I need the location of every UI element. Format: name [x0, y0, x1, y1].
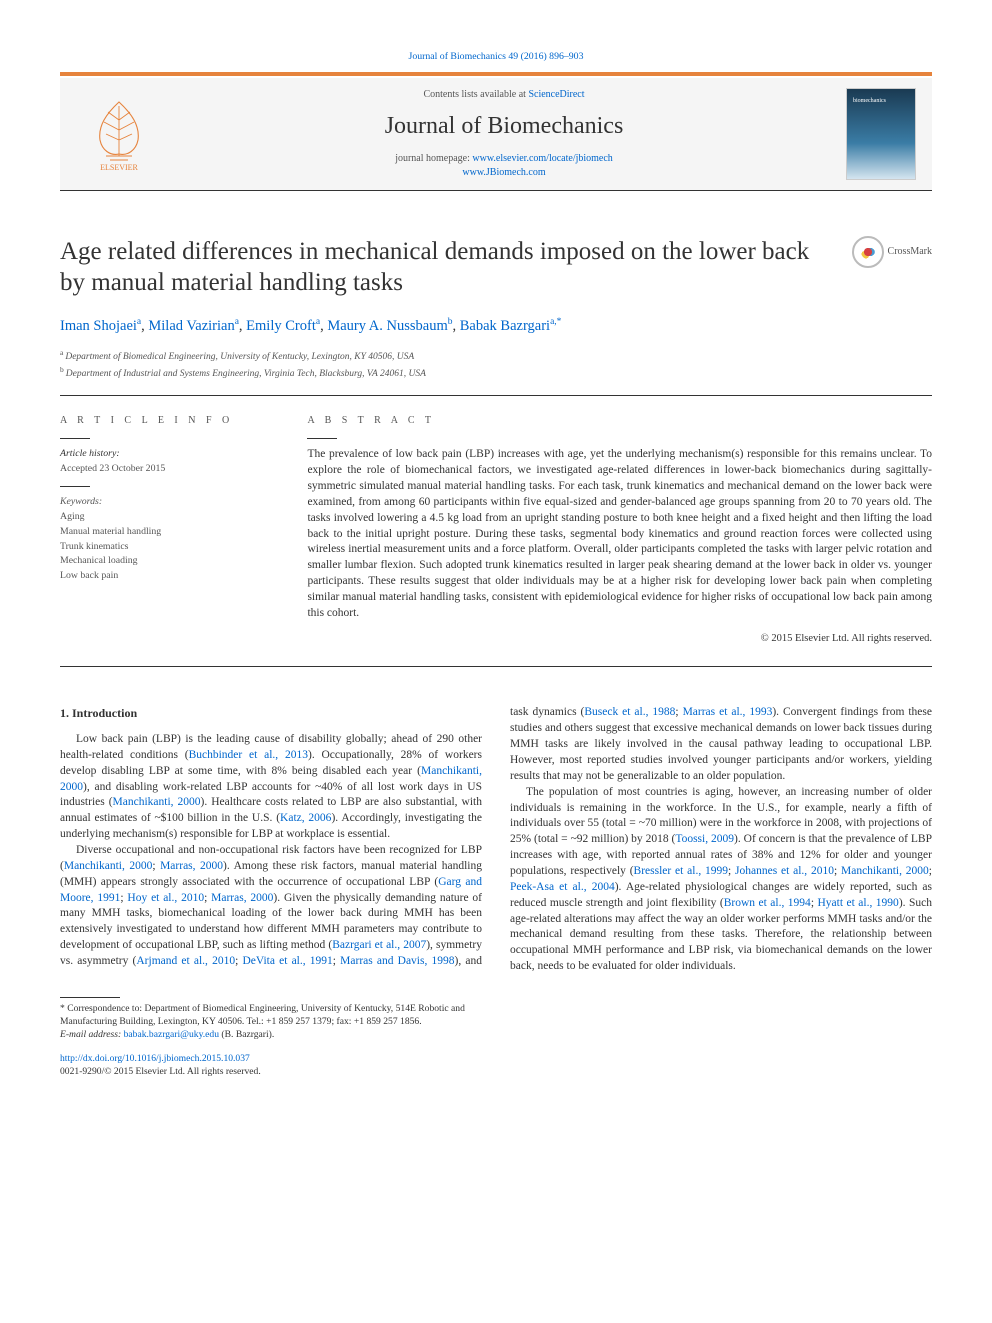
affiliation-b: Department of Industrial and Systems Eng… — [66, 369, 426, 379]
body-two-column: 1. Introduction Low back pain (LBP) is t… — [60, 705, 932, 975]
journal-cover-thumbnail — [846, 88, 916, 180]
ref-link[interactable]: Hyatt et al., 1990 — [817, 897, 898, 909]
section-1-heading: 1. Introduction — [60, 705, 482, 722]
author-1[interactable]: Iman Shojaei — [60, 318, 137, 334]
homepage-link-1[interactable]: www.elsevier.com/locate/jbiomech — [472, 153, 612, 164]
ref-link[interactable]: Marras, 2000 — [160, 860, 223, 872]
crossmark-icon — [852, 236, 884, 268]
journal-name: Journal of Biomechanics — [162, 110, 846, 144]
ref-link[interactable]: Johannes et al., 2010 — [735, 865, 834, 877]
keyword: Mechanical loading — [60, 554, 279, 569]
abstract-copyright: © 2015 Elsevier Ltd. All rights reserved… — [307, 632, 932, 647]
homepage-link-2[interactable]: www.JBiomech.com — [462, 167, 545, 178]
crossmark-label: CrossMark — [888, 245, 932, 259]
email-link[interactable]: babak.bazrgari@uky.edu — [124, 1029, 219, 1040]
short-rule-3 — [307, 438, 337, 439]
ref-link[interactable]: Brown et al., 1994 — [724, 897, 811, 909]
article-info-heading: A R T I C L E I N F O — [60, 414, 279, 428]
svg-text:ELSEVIER: ELSEVIER — [100, 163, 138, 172]
homepage-line: journal homepage: www.elsevier.com/locat… — [162, 152, 846, 180]
email-line: E-mail address: babak.bazrgari@uky.edu (… — [60, 1029, 470, 1042]
journal-header: ELSEVIER Contents lists available at Sci… — [60, 78, 932, 191]
ref-link[interactable]: Peek-Asa et al., 2004 — [510, 881, 615, 893]
ref-link[interactable]: Marras et al., 1993 — [683, 706, 773, 718]
divider-mid — [60, 666, 932, 667]
author-4-aff: b — [448, 317, 453, 327]
affiliation-a: Department of Biomedical Engineering, Un… — [65, 352, 414, 362]
author-5[interactable]: Babak Bazrgari — [460, 318, 550, 334]
contents-prefix: Contents lists available at — [423, 89, 528, 100]
abstract-text: The prevalence of low back pain (LBP) in… — [307, 447, 932, 621]
ref-link[interactable]: Marras, 2000 — [211, 892, 273, 904]
top-citation-link[interactable]: Journal of Biomechanics 49 (2016) 896–90… — [409, 51, 584, 62]
short-rule — [60, 438, 90, 439]
author-5-aff: a,* — [550, 317, 561, 327]
contents-line: Contents lists available at ScienceDirec… — [162, 88, 846, 102]
history-value: Accepted 23 October 2015 — [60, 462, 279, 476]
divider — [60, 395, 932, 396]
short-rule-2 — [60, 486, 90, 487]
keyword: Manual material handling — [60, 525, 279, 540]
keywords-label: Keywords: — [60, 495, 279, 509]
orange-divider — [60, 72, 932, 76]
keyword: Aging — [60, 510, 279, 525]
elsevier-tree-icon: ELSEVIER — [86, 96, 152, 172]
footnote-rule — [60, 997, 120, 998]
intro-para-1: Low back pain (LBP) is the leading cause… — [60, 732, 482, 843]
keyword: Low back pain — [60, 569, 279, 584]
footnotes: * Correspondence to: Department of Biome… — [60, 1003, 470, 1042]
article-info-column: A R T I C L E I N F O Article history: A… — [60, 414, 279, 646]
author-4[interactable]: Maury A. Nussbaum — [327, 318, 447, 334]
homepage-prefix: journal homepage: — [395, 153, 472, 164]
ref-link[interactable]: Bressler et al., 1999 — [634, 865, 728, 877]
ref-link[interactable]: Buseck et al., 1988 — [584, 706, 675, 718]
author-3[interactable]: Emily Croft — [246, 318, 316, 334]
ref-link[interactable]: Hoy et al., 2010 — [127, 892, 204, 904]
ref-link[interactable]: Manchikanti, 2000 — [113, 796, 201, 808]
doi-link[interactable]: http://dx.doi.org/10.1016/j.jbiomech.201… — [60, 1053, 250, 1064]
history-label: Article history: — [60, 447, 279, 461]
affiliations: aDepartment of Biomedical Engineering, U… — [60, 347, 932, 382]
ref-link[interactable]: Toossi, 2009 — [675, 833, 734, 845]
publisher-logo: ELSEVIER — [76, 96, 162, 172]
correspondence-note: * Correspondence to: Department of Biome… — [60, 1003, 470, 1029]
author-2[interactable]: Milad Vazirian — [148, 318, 234, 334]
authors-line: Iman Shojaeia, Milad Vaziriana, Emily Cr… — [60, 316, 932, 336]
abstract-column: A B S T R A C T The prevalence of low ba… — [307, 414, 932, 646]
ref-link[interactable]: Bazrgari et al., 2007 — [332, 939, 426, 951]
author-1-aff: a — [137, 317, 141, 327]
doi-block: http://dx.doi.org/10.1016/j.jbiomech.201… — [60, 1052, 932, 1079]
ref-link[interactable]: Arjmand et al., 2010 — [136, 955, 235, 967]
article-title: Age related differences in mechanical de… — [60, 236, 852, 299]
ref-link[interactable]: Buchbinder et al., 2013 — [189, 749, 308, 761]
issn-copyright: 0021-9290/© 2015 Elsevier Ltd. All right… — [60, 1066, 261, 1077]
ref-link[interactable]: DeVita et al., 1991 — [242, 955, 332, 967]
intro-para-3: The population of most countries is agin… — [510, 785, 932, 975]
sciencedirect-link[interactable]: ScienceDirect — [528, 89, 584, 100]
ref-link[interactable]: Marras and Davis, 1998 — [340, 955, 454, 967]
keyword: Trunk kinematics — [60, 540, 279, 555]
crossmark-badge[interactable]: CrossMark — [852, 236, 932, 268]
ref-link[interactable]: Katz, 2006 — [280, 812, 331, 824]
abstract-heading: A B S T R A C T — [307, 414, 932, 428]
author-2-aff: a — [235, 317, 239, 327]
ref-link[interactable]: Manchikanti, 2000 — [64, 860, 153, 872]
top-citation: Journal of Biomechanics 49 (2016) 896–90… — [60, 50, 932, 64]
author-3-aff: a — [316, 317, 320, 327]
ref-link[interactable]: Manchikanti, 2000 — [841, 865, 929, 877]
